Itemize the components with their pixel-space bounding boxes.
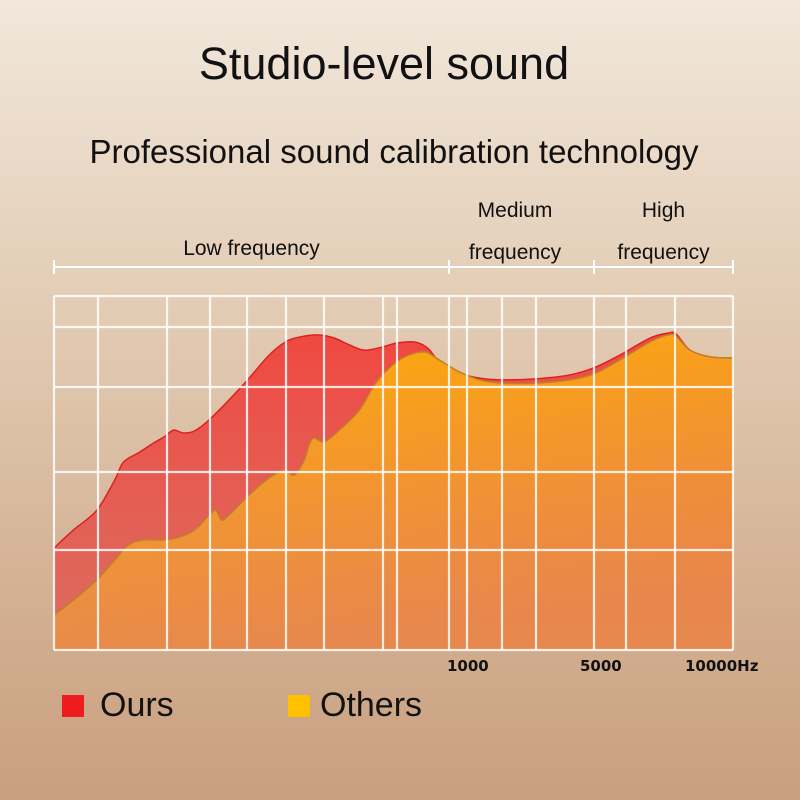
page-title: Studio-level sound (198, 38, 570, 89)
x-tick-label: 1000 (447, 657, 489, 675)
legend-swatch-ours (62, 694, 84, 717)
x-tick-label: 5000 (580, 657, 622, 675)
legend-label: Ours (100, 686, 174, 724)
band-label-high: High frequency (594, 190, 733, 274)
band-label-line: High (641, 199, 686, 222)
frequency-band-bracket (53, 260, 734, 274)
band-label-low: Low frequency (54, 228, 449, 270)
band-label-line: Low frequency (183, 237, 320, 260)
x-tick-label: 10000Hz (685, 657, 759, 675)
series-area-others (54, 334, 733, 650)
band-label-line: frequency (468, 241, 562, 264)
chart-grid (52, 294, 735, 652)
band-label-medium: Medium frequency (449, 190, 581, 274)
legend-ours: Ours (62, 686, 174, 725)
legend-label: Others (320, 686, 423, 724)
legend-swatch-others (288, 694, 310, 717)
band-label-line: Medium (477, 199, 553, 222)
legend-others: Others (288, 686, 422, 725)
band-label-line: frequency (617, 241, 710, 264)
page-subtitle: Professional sound calibration technolog… (89, 133, 699, 170)
series-line-ours (53, 331, 734, 549)
